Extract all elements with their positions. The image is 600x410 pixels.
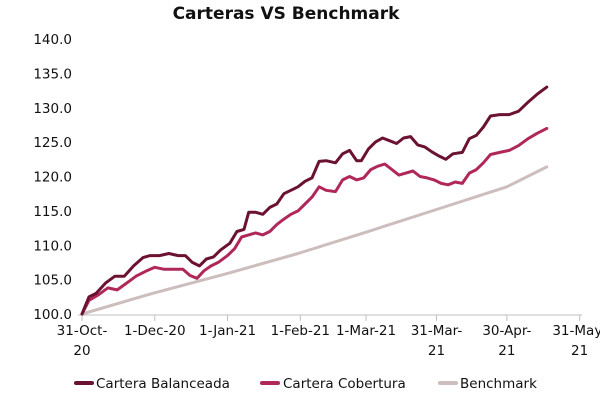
x-tick-label: 1-Feb-21 (271, 323, 330, 339)
x-tick-label: 20 (73, 343, 90, 359)
y-tick-label: 115.0 (33, 204, 72, 220)
legend-label: Cartera Balanceada (96, 376, 230, 392)
series-lines (80, 85, 549, 316)
x-tick-label: 30-Apr- (482, 323, 531, 339)
y-tick-label: 120.0 (33, 170, 72, 186)
x-tick-label: 21 (428, 343, 445, 359)
y-tick-label: 135.0 (33, 66, 72, 82)
y-tick-label: 105.0 (33, 273, 72, 289)
legend: Cartera Balanceada Cartera Cobertura Bench… (74, 376, 537, 392)
y-tick-label: 110.0 (33, 238, 72, 254)
series-line-cartera-balanceada (80, 85, 549, 316)
series-line-cartera-cobertura (80, 126, 549, 316)
y-tick-label: 125.0 (33, 135, 72, 151)
y-tick-label: 130.0 (33, 101, 72, 117)
x-tick-label: 1-Jan-21 (199, 323, 256, 339)
y-tick-label: 140.0 (33, 32, 72, 48)
chart-title: Carteras VS Benchmark (173, 4, 401, 24)
x-tick-label: 31-Mar- (411, 323, 463, 339)
x-tick-label: 21 (571, 343, 588, 359)
x-tick-label: 1-Dec-20 (124, 323, 186, 339)
x-tick-label: 21 (498, 343, 515, 359)
x-tick-label: 31-May- (552, 323, 600, 339)
series-line-benchmark (80, 165, 549, 316)
x-axis: 31-Oct- 20 1-Dec-20 1-Jan-21 1-Feb-21 1-Mar-2… (57, 314, 600, 359)
legend-label: Cartera Cobertura (283, 376, 406, 392)
legend-label: Benchmark (460, 376, 537, 392)
y-tick-label: 100.0 (33, 307, 72, 323)
x-tick-label: 1-Mar-21 (336, 323, 396, 339)
x-tick-label: 31-Oct- (57, 323, 108, 339)
y-axis-ticks: 100.0 105.0 110.0 115.0 120.0 125.0 130.0 135.0… (33, 32, 72, 323)
